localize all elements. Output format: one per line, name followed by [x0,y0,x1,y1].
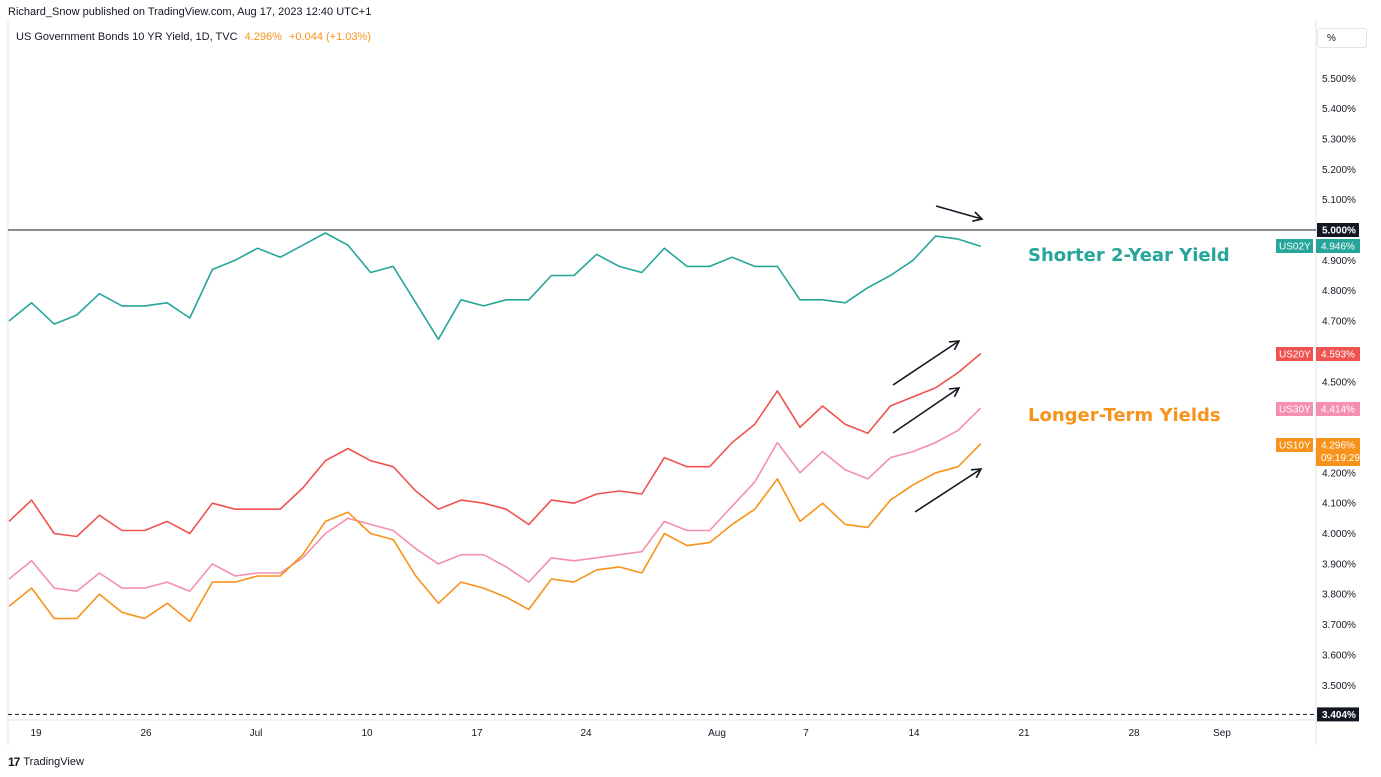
hline-label: 5.000% [1322,226,1356,237]
last-price: 4.296% [244,31,282,43]
y-tick-label: 5.100% [1322,195,1356,206]
y-tick-label: 3.600% [1322,650,1356,661]
series-line-us20y [8,352,982,538]
trend-arrow-line [892,340,960,386]
x-tick-label: Aug [708,728,726,739]
countdown-label: 09:19:29 [1321,453,1360,464]
value-tag-us20y: 4.593% [1321,350,1355,361]
y-tick-label: 4.800% [1322,286,1356,297]
arrow-head-icon [970,468,983,479]
x-tick-label: Jul [250,728,263,739]
symbol-tag-us02y: US02Y [1279,242,1311,253]
symbol-tag-us10y: US10Y [1279,441,1311,452]
hline-label-bg [1317,707,1359,722]
y-tick-label: 5.400% [1322,104,1356,115]
x-tick-label: 26 [140,728,152,739]
horizontal-lines [8,229,1316,715]
x-tick-label: 10 [361,728,373,739]
value-tag-us10y: 4.296% [1321,441,1355,452]
annotation-long-yields: Longer-Term Yields [1028,405,1221,426]
x-tick-label: 17 [471,728,483,739]
tradingview-logo-icon: 17 [8,755,20,769]
y-tick-label: 4.700% [1322,317,1356,328]
tradingview-wordmark: TradingView [23,756,84,768]
y-tick-label: 4.100% [1322,499,1356,510]
price-tags: 5.000% 3.404% US02Y 4.946% US20Y 4.593% US30Y 4… [1276,223,1360,722]
trend-arrows [892,205,984,513]
symbol-tag-bg [1276,438,1313,452]
x-tick-label: Sep [1213,728,1231,739]
series-lines [8,232,982,623]
symbol-tag-us20y: US20Y [1279,350,1311,361]
x-tick-label: 21 [1018,728,1030,739]
y-tick-label: 3.700% [1322,620,1356,631]
y-tick-label: 5.500% [1322,74,1356,85]
x-tick-label: 7 [803,728,809,739]
value-tag-us02y: 4.946% [1321,242,1355,253]
price-change: +0.044 (+1.03%) [288,31,371,43]
arrow-head-icon [948,387,961,398]
trend-arrow-line [935,205,983,220]
arrow-head-icon [972,211,984,222]
series-line-us30y [8,407,982,593]
footer-branding: 17 TradingView [8,755,84,769]
value-tag-bg [1316,438,1360,466]
time-axis-ticks: 19 26 Jul 10 17 24 Aug 7 14 21 28 Sep [30,728,1231,739]
symbol-legend: US Government Bonds 10 YR Yield, 1D, TVC… [16,31,371,43]
y-tick-label: 3.800% [1322,590,1356,601]
price-scale-unit-button[interactable]: % [1317,28,1367,48]
x-tick-label: 28 [1128,728,1140,739]
y-tick-label: 4.200% [1322,468,1356,479]
y-tick-label: 4.500% [1322,377,1356,388]
x-tick-label: 24 [580,728,592,739]
y-tick-label: 3.900% [1322,559,1356,570]
y-tick-label: 3.500% [1322,681,1356,692]
x-tick-label: 19 [30,728,42,739]
y-tick-label: 5.300% [1322,134,1356,145]
value-tag-us30y: 4.414% [1321,405,1355,416]
annotation-short-yield: Shorter 2-Year Yield [1028,245,1230,266]
symbol-tag-bg [1276,402,1313,416]
y-tick-label: 5.200% [1322,165,1356,176]
hline-label-bg [1317,223,1359,237]
trend-arrow-line [892,387,960,434]
value-tag-bg [1316,347,1360,361]
y-tick-label: 4.000% [1322,529,1356,540]
price-axis-ticks: 3.500% 3.600% 3.700% 3.800% 3.900% 4.000% 4.10… [1322,74,1356,692]
series-line-us10y [8,443,982,623]
trend-arrow-line [914,468,982,513]
value-tag-bg [1316,402,1360,416]
symbol-tag-us30y: US30Y [1279,405,1311,416]
hline-label: 3.404% [1322,710,1356,721]
symbol-tag-bg [1276,347,1313,361]
publisher-attribution: Richard_Snow published on TradingView.co… [8,6,372,18]
series-line-us02y [8,232,982,341]
y-tick-label: 4.900% [1322,256,1356,267]
x-tick-label: 14 [908,728,920,739]
value-tag-bg [1316,239,1360,253]
symbol-description[interactable]: US Government Bonds 10 YR Yield, 1D, TVC [16,31,238,43]
arrow-head-icon [948,340,961,351]
symbol-tag-bg [1276,239,1313,253]
